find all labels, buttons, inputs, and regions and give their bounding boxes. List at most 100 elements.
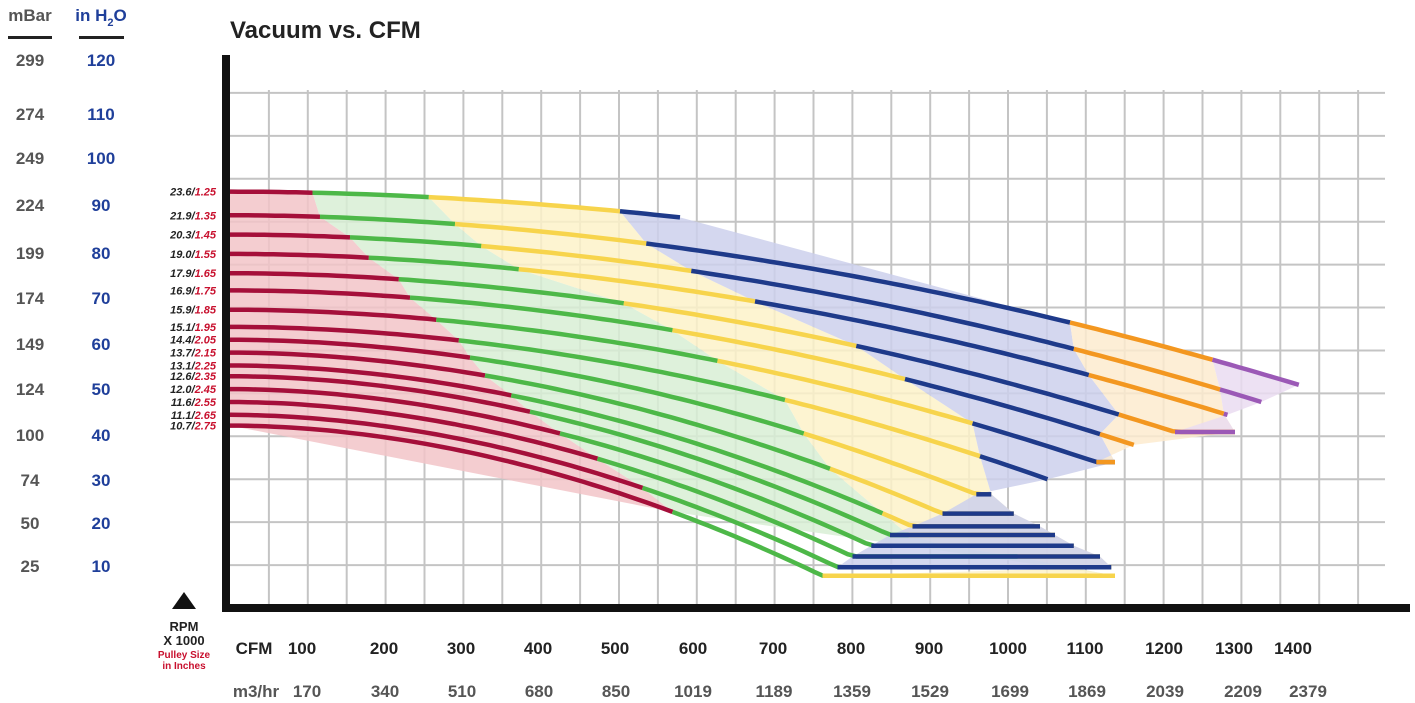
y-axis-line [222, 55, 230, 612]
series-pulley-label: 1.95 [195, 322, 217, 334]
series-label: 12.0/2.45 [170, 384, 217, 396]
mbar-tick-label: 100 [16, 426, 44, 445]
mbar-tick-label: 174 [16, 289, 45, 308]
series-label: 20.3/1.45 [169, 230, 217, 242]
inh2o-header-sub: 2 [107, 17, 113, 29]
inh2o-header-main: in H [75, 6, 107, 25]
series-rpm-label: 21.9/ [169, 210, 196, 222]
series-pulley-label: 1.35 [195, 210, 217, 222]
inh2o-tick-label: 110 [87, 105, 114, 124]
cfm-tick-label: 1200 [1145, 639, 1183, 658]
series-curve-segment [409, 295, 673, 333]
series-rpm-label: 15.9/ [170, 305, 196, 317]
series-rpm-label: 16.9/ [170, 285, 196, 297]
series-curve-segment [1219, 387, 1262, 405]
series-curve-segment [717, 358, 974, 426]
inh2o-tick-label: 10 [92, 557, 111, 576]
series-pulley-label: 2.45 [194, 384, 217, 396]
series-label: 16.9/1.75 [170, 285, 217, 297]
series-pulley-label: 2.15 [194, 348, 217, 360]
series-pulley-label: 2.05 [194, 335, 217, 347]
series-curve-segment [229, 373, 531, 414]
mbar-tick-label: 299 [16, 51, 44, 70]
m3hr-tick-label: 2039 [1146, 682, 1184, 701]
cfm-tick-label: 600 [679, 639, 707, 658]
series-curve-segment [469, 355, 805, 436]
mbar-tick-label: 274 [16, 105, 45, 124]
inh2o-tick-label: 30 [92, 471, 111, 490]
series-rpm-label: 23.6/ [169, 187, 196, 199]
series-curve-segment [398, 276, 625, 306]
series-curve-segment [230, 288, 411, 300]
cfm-tick-label: 1300 [1215, 639, 1253, 658]
cfm-tick-label: 1100 [1067, 639, 1104, 658]
cfm-tick-label: 1000 [989, 639, 1027, 658]
series-curve-segment [428, 194, 621, 214]
m3hr-tick-label: 510 [448, 682, 476, 701]
series-rpm-label: 15.1/ [170, 322, 196, 334]
inh2o-tick-label: 90 [92, 196, 111, 215]
mbar-tick-label: 50 [21, 514, 40, 533]
inh2o-header: in H2O [75, 6, 126, 29]
series-curve-segment [230, 251, 369, 260]
axes [222, 55, 1410, 612]
series-curve-segment [754, 299, 1090, 378]
series-label: 15.9/1.85 [170, 305, 217, 317]
x-axis-line [222, 604, 1410, 612]
inh2o-tick-label: 40 [92, 426, 111, 445]
series-label: 11.6/2.55 [171, 397, 217, 409]
series-curve-segment [229, 189, 313, 195]
series-curve-segment [229, 337, 471, 360]
series-rpm-label: 12.6/ [170, 371, 196, 383]
m3hr-tick-label: 1019 [674, 682, 712, 701]
mbar-tick-label: 249 [16, 149, 44, 168]
m3hr-tick-label: 1529 [911, 682, 949, 701]
series-label: 14.4/2.05 [170, 335, 217, 347]
series-label: 13.7/2.15 [170, 348, 217, 360]
series-curve-segment [230, 399, 599, 461]
series-pulley-label: 2.65 [194, 410, 217, 422]
series-curve-segment [1073, 346, 1221, 392]
x-tick-labels: CFM m3/hr 100 200 300 400 500 600 700 800 900 1000 1… [233, 639, 1327, 701]
series-pulley-label: 1.65 [195, 268, 217, 280]
series-pulley-label: 1.45 [195, 230, 217, 242]
rpm-triangle-icon [172, 592, 196, 609]
series-pulley-label: 1.55 [195, 249, 217, 261]
series-curve-segment [230, 423, 674, 515]
series-curve-segment [1088, 372, 1225, 416]
series-pulley-label: 2.35 [194, 371, 217, 383]
series-curve-segment [230, 324, 460, 343]
mbar-header: mBar [8, 6, 52, 25]
series-label: 11.1/2.65 [171, 410, 217, 422]
series-curve-segment [454, 221, 647, 246]
series-curve-segment [855, 343, 1120, 417]
series-curve-segment [458, 338, 786, 403]
mbar-header-underline [8, 36, 52, 39]
series-pulley-label: 1.85 [195, 305, 217, 317]
inh2o-tick-label: 70 [92, 289, 111, 308]
series-labels: 23.6/1.25 21.9/1.35 20.3/1.45 19.0/1.55 17.9… [169, 187, 217, 433]
series-curve-segment [436, 317, 718, 364]
m3hr-tick-label: 1699 [991, 682, 1029, 701]
x1000-label: X 1000 [163, 633, 204, 648]
series-curve-segment [319, 214, 456, 227]
inh2o-tick-label: 60 [92, 335, 111, 354]
pulley-units-label: in Inches [162, 661, 206, 672]
series-pulley-label: 2.75 [194, 421, 217, 433]
series-label: 13.1/2.25 [170, 360, 217, 372]
series-rpm-label: 11.1/ [171, 410, 197, 422]
chart-title: Vacuum vs. CFM [230, 17, 421, 44]
cfm-tick-label: 800 [837, 639, 865, 658]
y-tick-labels: 299 274 249 224 199 174 149 124 100 74 50 25 120 110 1… [16, 51, 115, 576]
series-curve-segment [619, 209, 681, 220]
series-label: 23.6/1.25 [169, 187, 217, 199]
mbar-tick-label: 124 [16, 380, 45, 399]
series-curve-segment [803, 431, 992, 497]
series-rpm-label: 11.6/ [171, 397, 197, 409]
cfm-tick-label: 900 [915, 639, 943, 658]
mbar-tick-label: 149 [16, 335, 44, 354]
m3hr-tick-label: 340 [371, 682, 399, 701]
series-curve-segment [312, 190, 429, 200]
cfm-tick-label: 100 [288, 639, 316, 658]
cfm-axis-label: CFM [236, 639, 273, 658]
